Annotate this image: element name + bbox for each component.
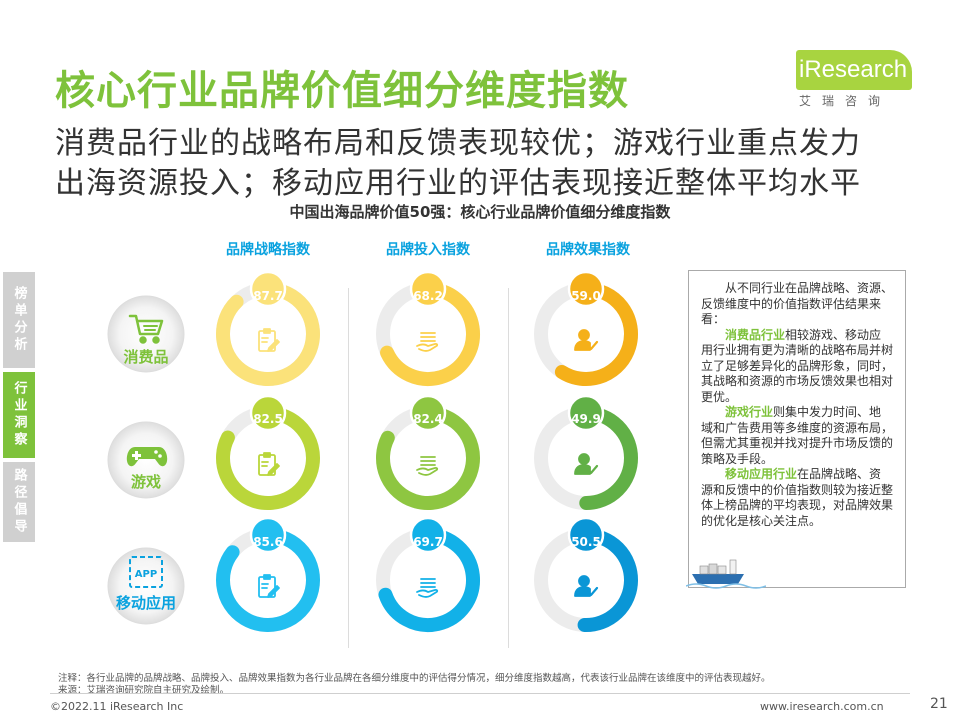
note-text-apps: 在品牌战略、资源和反馈中的价值指数则较为接近整体上榜品牌的平均表现，对品牌效果的… [701,467,894,528]
analysis-note-box: 从不同行业在品牌战略、资源、反馈维度中的价值指数评估结果来看： 消费品行业相较游… [688,270,906,588]
gauge-value-apps-strategy: 85.6 [253,535,283,549]
gauge-value-games-strategy: 82.5 [253,412,283,426]
gauge-track-games-strategy [216,406,320,510]
side-tab-industry-insight[interactable]: 行业洞察 [3,372,35,458]
user-check-icon [574,329,599,351]
page-title: 核心行业品牌价值细分维度指数 [55,68,629,114]
clipboard-edit-icon [258,574,280,598]
logo-wordmark: iResearch [796,50,912,90]
footer-url[interactable]: www.iresearch.com.cn [760,700,884,713]
note-highlight-games: 游戏行业 [725,405,774,419]
note-paragraph-games: 游戏行业则集中发力时间、地域和广告费用等多维度的资源布局，但需尤其重视并找对提升… [701,405,893,467]
row-label-consumer: 消费品 [123,348,169,366]
footer-copyright: ©2022.11 iResearch Inc [50,700,184,713]
gauge-arc-games-investment [376,406,480,510]
gauge-value-apps-effect: 50.5 [571,535,601,549]
app-icon: APP [129,556,163,588]
note-text-consumer: 相较游戏、移动应用行业拥有更为清晰的战略布局并树立了足够差异化的品牌形象，同时，… [701,327,894,404]
ship-illustration [686,559,766,589]
gauge-arc-games-effect [579,406,638,510]
svg-text:APP: APP [135,569,157,580]
gauge-value-games-investment: 82.4 [413,412,443,426]
user-check-icon [574,575,599,597]
column-header-strategy: 品牌战略指数 [226,242,310,258]
gauge-track-games-investment [376,406,480,510]
side-tab-path-advocacy[interactable]: 路径倡导 [3,462,35,542]
hand-coins-icon [416,578,439,598]
row-label-games: 游戏 [130,473,161,491]
hand-coins-icon [416,332,439,352]
note-highlight-consumer: 消费品行业 [725,327,786,342]
cargo-ship-icon [686,559,766,589]
shopping-cart-icon [128,314,164,344]
note-intro: 从不同行业在品牌战略、资源、反馈维度中的价值指数评估结果来看： [701,281,894,326]
column-header-effect: 品牌效果指数 [546,242,630,258]
gauge-value-games-effect: 49.9 [571,412,601,426]
gauge-track-games-effect [534,406,638,510]
gauge-value-apps-investment: 69.7 [413,535,443,549]
gauge-value-consumer-investment: 68.2 [413,289,443,303]
note-highlight-apps: 移动应用行业 [725,467,798,481]
user-check-icon [574,453,599,475]
row-label-mobile-apps: 移动应用 [115,594,176,612]
clipboard-edit-icon [258,452,280,476]
footnote-note: 注释：各行业品牌的品牌战略、品牌投入、品牌效果指数为各行业品牌在各细分维度中的评… [58,673,771,684]
column-header-investment: 品牌投入指数 [386,242,470,258]
gauge-arc-games-strategy [216,406,320,510]
gauge-value-consumer-effect: 59.0 [571,289,601,303]
page-number: 21 [930,696,948,712]
gauge-value-consumer-strategy: 87.7 [253,289,283,303]
note-paragraph-apps: 移动应用行业在品牌战略、资源和反馈中的价值指数则较为接近整体上榜品牌的平均表现，… [701,467,893,529]
page-subtitle-line-1: 消费品行业的战略布局和反馈表现较优；游戏行业重点发力 [55,126,861,161]
gamepad-icon [126,447,168,467]
column-divider [348,288,349,648]
page-subtitle-line-2: 出海资源投入；移动应用行业的评估表现接近整体平均水平 [55,166,861,201]
side-tab-ranking-analysis[interactable]: 榜单分析 [3,272,35,368]
iresearch-logo: iResearch 艾瑞咨询 [796,50,912,109]
column-divider [508,288,509,648]
footnote-source: 来源：艾瑞咨询研究院自主研究及绘制。 [58,685,230,696]
note-paragraph-consumer: 消费品行业相较游戏、移动应用行业拥有更为清晰的战略布局并树立了足够差异化的品牌形… [701,328,893,406]
clipboard-edit-icon [258,328,280,352]
chart-title: 中国出海品牌价值50强：核心行业品牌价值细分维度指数 [289,203,671,221]
hand-coins-icon [416,456,439,476]
footer-divider [50,693,910,694]
note-text-games: 则集中发力时间、地域和广告费用等多维度的资源布局，但需尤其重视并找对提升市场反馈… [701,405,894,466]
logo-subtitle: 艾瑞咨询 [799,94,892,108]
